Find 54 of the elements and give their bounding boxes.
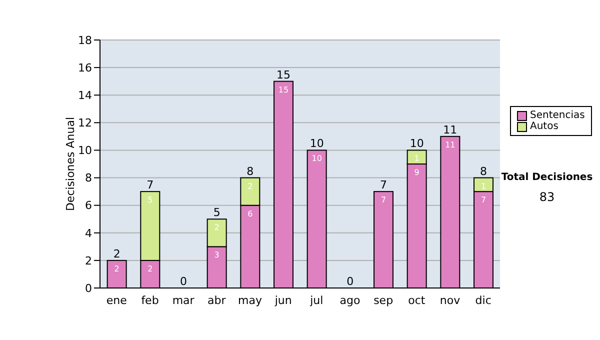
total-label: 0 <box>346 275 354 288</box>
total-label: 2 <box>113 247 120 260</box>
data-label: 2 <box>214 223 220 232</box>
total-label: 15 <box>276 68 290 82</box>
x-tick-label: dic <box>475 294 492 307</box>
total-label: 8 <box>480 164 487 178</box>
text: 83 <box>538 190 556 204</box>
data-label: 5 <box>148 196 153 205</box>
x-tick-label: nov <box>440 294 461 307</box>
data-label: 7 <box>380 196 386 205</box>
data-label: 1 <box>480 182 486 191</box>
x-tick-label: abr <box>208 294 226 307</box>
x-tick-label: ene <box>106 294 128 307</box>
y-tick-label: 18 <box>78 34 92 47</box>
text: Total Decisiones <box>500 172 594 183</box>
data-label: 2 <box>114 264 120 274</box>
x-tick-label: ago <box>340 294 360 307</box>
total-label: 10 <box>310 137 324 150</box>
data-label: 6 <box>248 209 253 218</box>
total-label: 0 <box>180 275 187 288</box>
data-label: 15 <box>278 85 289 94</box>
total-label: 8 <box>246 164 254 178</box>
x-tick-label: may <box>238 294 262 307</box>
y-tick-label: 2 <box>85 254 92 268</box>
total-label: 7 <box>380 178 387 192</box>
x-tick-label: mar <box>172 294 195 307</box>
y-tick-label: 6 <box>85 199 92 212</box>
x-tick-label: jul <box>309 294 324 307</box>
y-axis-title: Decisiones Anual <box>64 116 77 212</box>
x-tick-label: feb <box>141 294 159 307</box>
x-tick-label: jun <box>274 294 292 307</box>
x-tick-label: sep <box>374 294 394 307</box>
legend-label: Autos <box>530 121 558 132</box>
y-tick-label: 10 <box>78 144 92 158</box>
y-tick-label: 0 <box>85 282 92 295</box>
data-label: 7 <box>480 196 486 205</box>
y-tick-label: 12 <box>78 116 92 130</box>
y-tick-label: 14 <box>78 89 92 102</box>
data-label: 11 <box>445 140 456 150</box>
total-label: 5 <box>213 206 220 220</box>
data-label: 9 <box>414 168 420 177</box>
total-label: 7 <box>146 178 154 192</box>
data-label: 2 <box>148 264 153 274</box>
data-label: 10 <box>312 154 322 164</box>
total-label: 10 <box>410 137 424 150</box>
data-label: 3 <box>214 250 220 260</box>
y-tick-label: 8 <box>85 172 92 185</box>
y-tick-label: 4 <box>85 226 92 240</box>
legend-label: Sentencias <box>530 110 585 121</box>
data-label: 1 <box>414 154 420 164</box>
x-tick-label: oct <box>408 294 426 307</box>
data-label: 2 <box>248 182 253 191</box>
total-label: 11 <box>443 123 458 136</box>
y-tick-label: 16 <box>78 61 92 74</box>
